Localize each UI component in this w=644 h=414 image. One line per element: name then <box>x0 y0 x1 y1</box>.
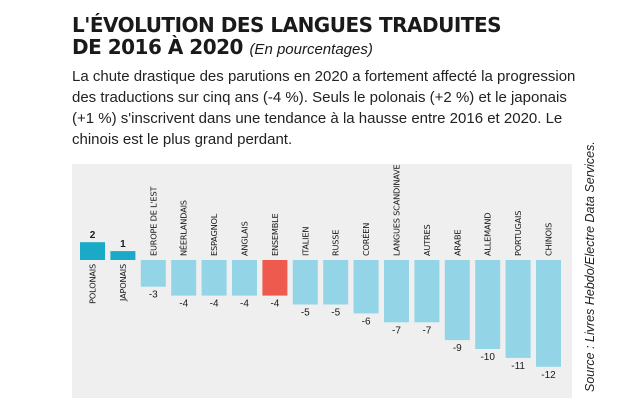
category-label-europe-de-l-est: EUROPE DE L'EST <box>148 186 158 256</box>
value-label-polonais: 2 <box>90 230 96 241</box>
category-label-ensemble: ENSEMBLE <box>270 213 280 256</box>
chart-description: La chute drastique des parutions en 2020… <box>72 68 576 148</box>
bar-polonais <box>80 242 105 260</box>
bar-italien <box>292 260 318 305</box>
bar-arabe <box>444 260 470 341</box>
bar-neerlandais <box>171 260 197 296</box>
category-label-arabe: ARABE <box>452 230 462 256</box>
bar-allemand <box>475 260 501 349</box>
bar-autres <box>414 260 440 323</box>
bar-russe <box>323 260 349 305</box>
bar-langues-scandinaves <box>384 260 409 323</box>
title-line-2-wrap: DE 2016 À 2020 (En pourcentages) <box>72 36 632 61</box>
title-line-1: L'ÉVOLUTION DES LANGUES TRADUITES <box>72 13 502 37</box>
value-label-espagnol: -4 <box>210 299 219 310</box>
chart-panel: 2 POLONAIS 1 JAPONAIS -3 EUROPE DE L'EST -4 NÉE… <box>72 164 572 398</box>
chart-title: L'ÉVOLUTION DES LANGUES TRADUITES DE 201… <box>72 14 632 61</box>
value-label-chinois: -12 <box>541 370 556 381</box>
bar-espagnol <box>201 260 227 296</box>
value-label-coreen: -6 <box>362 316 371 327</box>
category-label-russe: RUSSE <box>331 230 341 256</box>
title-line-2: DE 2016 À 2020 <box>72 35 243 59</box>
category-label-neerlandais: NÉERLANDAIS <box>178 200 189 256</box>
category-label-langues-scandinaves: LANGUES SCANDINAVES <box>392 164 402 256</box>
value-label-italien: -5 <box>301 308 310 319</box>
bar-coreen <box>353 260 379 314</box>
category-label-chinois: CHINOIS <box>544 223 554 256</box>
value-label-autres: -7 <box>422 325 431 336</box>
value-label-russe: -5 <box>331 308 340 319</box>
bar-ensemble <box>262 260 288 296</box>
chart-subtitle: (En pourcentages) <box>249 41 373 58</box>
value-label-arabe: -9 <box>453 343 462 354</box>
value-label-neerlandais: -4 <box>179 299 188 310</box>
bar-portugais <box>505 260 531 358</box>
category-label-allemand: ALLEMAND <box>483 213 493 256</box>
category-label-espagnol: ESPAGNOL <box>209 213 219 256</box>
category-label-polonais: POLONAIS <box>88 264 98 304</box>
bar-chart: 2 POLONAIS 1 JAPONAIS -3 EUROPE DE L'EST -4 NÉE… <box>80 164 561 381</box>
value-label-portugais: -11 <box>511 361 525 372</box>
source-note: Source : Livres Hebdo/Electre Data Servi… <box>583 141 597 392</box>
bar-chinois <box>536 260 561 367</box>
value-label-anglais: -4 <box>240 299 249 310</box>
value-label-europe-de-l-est: -3 <box>149 290 158 301</box>
bar-europe-de-l-est <box>140 260 166 287</box>
value-label-ensemble: -4 <box>270 299 279 310</box>
value-label-allemand: -10 <box>480 352 495 363</box>
value-label-langues-scandinaves: -7 <box>392 325 401 336</box>
category-label-coreen: CORÉEN <box>360 223 371 256</box>
bar-japonais <box>110 251 136 260</box>
category-label-anglais: ANGLAIS <box>240 221 250 256</box>
category-label-japonais: JAPONAIS <box>118 264 128 302</box>
value-label-japonais: 1 <box>120 239 126 250</box>
bar-anglais <box>232 260 257 296</box>
category-label-italien: ITALIEN <box>300 227 310 256</box>
category-label-autres: AUTRES <box>422 225 432 256</box>
category-label-portugais: PORTUGAIS <box>513 211 523 256</box>
